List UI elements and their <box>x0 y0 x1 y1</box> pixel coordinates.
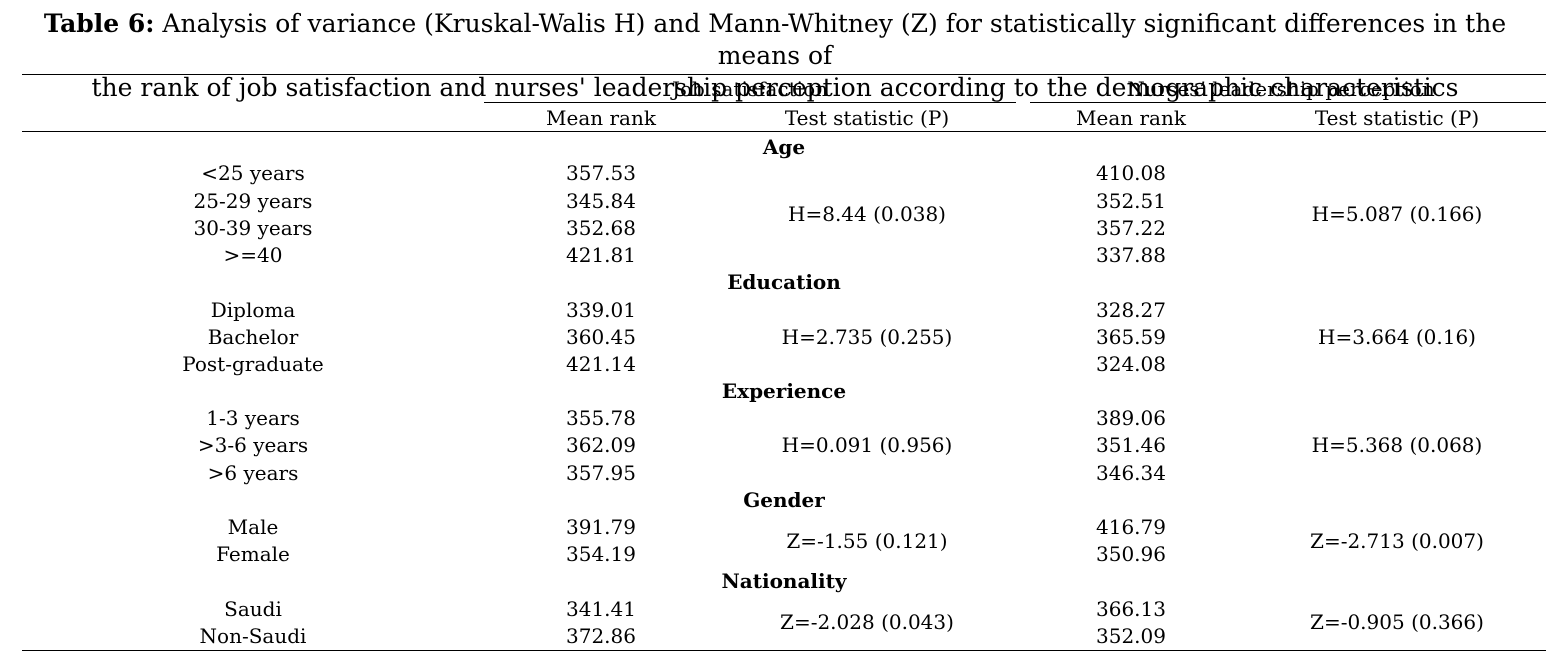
mean-rank-job: 372.86 <box>566 624 636 648</box>
col-header-test-stat-2: Test statistic (P) <box>1314 106 1480 130</box>
test-statistic-leadership: Z=-0.905 (0.366) <box>1310 610 1484 634</box>
section-title-experience: Experience <box>721 379 847 403</box>
mean-rank-leadership: 389.06 <box>1096 406 1166 430</box>
group-rule-2 <box>1030 102 1546 103</box>
row-label: Diploma <box>210 298 296 322</box>
mean-rank-job: 341.41 <box>566 597 636 621</box>
mean-rank-job: 355.78 <box>566 406 636 430</box>
mean-rank-leadership: 365.59 <box>1096 325 1166 349</box>
section-title-gender: Gender <box>743 488 825 512</box>
row-label: 30-39 years <box>193 216 313 240</box>
mean-rank-leadership: 352.09 <box>1096 624 1166 648</box>
row-label: >6 years <box>207 461 299 485</box>
mean-rank-job: 345.84 <box>566 189 636 213</box>
table-label: Table 6: <box>43 9 155 38</box>
test-statistic-leadership: H=3.664 (0.16) <box>1318 325 1476 349</box>
table-caption: Table 6: Analysis of variance (Kruskal-W… <box>10 8 1540 104</box>
mean-rank-job: 354.19 <box>566 542 636 566</box>
test-statistic-leadership: H=5.368 (0.068) <box>1311 433 1483 457</box>
mean-rank-job: 362.09 <box>566 433 636 457</box>
mean-rank-leadership: 352.51 <box>1096 189 1166 213</box>
mean-rank-job: 339.01 <box>566 298 636 322</box>
mean-rank-job: 357.53 <box>566 161 636 185</box>
section-title-age: Age <box>762 135 806 159</box>
mean-rank-job: 360.45 <box>566 325 636 349</box>
mean-rank-leadership: 357.22 <box>1096 216 1166 240</box>
group-header-job-satisfaction: Job satisfaction <box>672 77 828 101</box>
row-label: Saudi <box>224 597 282 621</box>
test-statistic-job: Z=-2.028 (0.043) <box>780 610 954 634</box>
mean-rank-leadership: 350.96 <box>1096 542 1166 566</box>
group-header-leadership-perception: Nurses’ leadership perception <box>1127 77 1435 101</box>
mean-rank-job: 421.14 <box>566 352 636 376</box>
section-title-nationality: Nationality <box>721 569 847 593</box>
caption-line-2: the rank of job satisfaction and nurses'… <box>91 73 1459 102</box>
mean-rank-leadership: 337.88 <box>1096 243 1166 267</box>
top-rule <box>22 74 1546 75</box>
row-label: Female <box>216 542 290 566</box>
test-statistic-leadership: Z=-2.713 (0.007) <box>1310 529 1484 553</box>
mean-rank-leadership: 328.27 <box>1096 298 1166 322</box>
row-label: >=40 <box>223 243 283 267</box>
mean-rank-leadership: 416.79 <box>1096 515 1166 539</box>
test-statistic-job: H=8.44 (0.038) <box>788 202 946 226</box>
test-statistic-job: Z=-1.55 (0.121) <box>786 529 948 553</box>
mean-rank-job: 352.68 <box>566 216 636 240</box>
bottom-rule <box>22 650 1546 651</box>
row-label: Non-Saudi <box>199 624 307 648</box>
mean-rank-job: 357.95 <box>566 461 636 485</box>
group-rule-1 <box>484 102 1016 103</box>
row-label: Male <box>227 515 279 539</box>
test-statistic-job: H=2.735 (0.255) <box>781 325 953 349</box>
mean-rank-job: 391.79 <box>566 515 636 539</box>
row-label: >3-6 years <box>197 433 309 457</box>
row-label: 1-3 years <box>206 406 300 430</box>
row-label: 25-29 years <box>193 189 313 213</box>
caption-line-1: Table 6: Analysis of variance (Kruskal-W… <box>10 8 1540 72</box>
col-header-mean-rank-2: Mean rank <box>1076 106 1186 130</box>
mean-rank-leadership: 366.13 <box>1096 597 1166 621</box>
test-statistic-job: H=0.091 (0.956) <box>781 433 953 457</box>
col-header-test-stat-1: Test statistic (P) <box>784 106 950 130</box>
caption-text-1: Analysis of variance (Kruskal-Walis H) a… <box>154 9 1507 70</box>
mean-rank-leadership: 324.08 <box>1096 352 1166 376</box>
row-label: Bachelor <box>207 325 299 349</box>
row-label: Post-graduate <box>182 352 324 376</box>
row-label: <25 years <box>201 161 305 185</box>
mean-rank-leadership: 351.46 <box>1096 433 1166 457</box>
col-header-mean-rank-1: Mean rank <box>546 106 656 130</box>
test-statistic-leadership: H=5.087 (0.166) <box>1311 202 1483 226</box>
mean-rank-leadership: 410.08 <box>1096 161 1166 185</box>
section-title-education: Education <box>727 270 841 294</box>
mean-rank-job: 421.81 <box>566 243 636 267</box>
header-rule <box>22 131 1546 132</box>
mean-rank-leadership: 346.34 <box>1096 461 1166 485</box>
